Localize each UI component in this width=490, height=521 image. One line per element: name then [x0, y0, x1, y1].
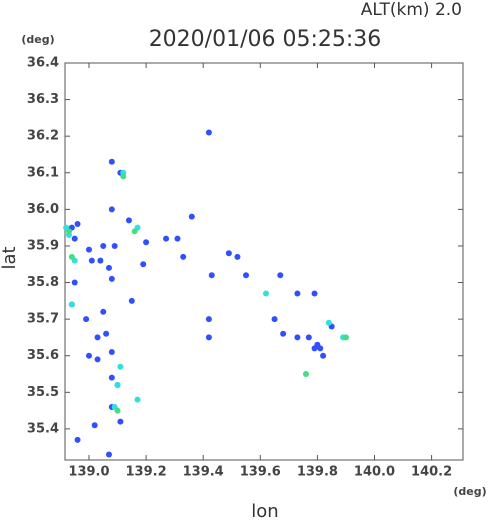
x-axis-label: lon: [251, 501, 278, 521]
x-tick-label: 140.0: [354, 465, 395, 480]
y-axis-label: lat: [0, 246, 20, 269]
echo-point: [125, 217, 132, 224]
echo-point: [342, 334, 349, 341]
echo-point: [120, 173, 127, 180]
y-unit: (deg): [21, 33, 54, 46]
echo-point: [294, 290, 301, 297]
echo-point: [311, 290, 318, 297]
y-tick-label: 35.8: [27, 275, 59, 290]
echo-point: [91, 422, 98, 429]
echo-point: [305, 334, 312, 341]
echo-point: [74, 436, 81, 443]
echo-point: [103, 330, 110, 337]
echo-point: [234, 253, 241, 260]
echo-point: [205, 129, 212, 136]
echo-point: [65, 228, 72, 235]
echo-point: [108, 158, 115, 165]
x-tick-label: 139.0: [68, 465, 109, 480]
echo-point: [271, 316, 278, 323]
echo-point: [68, 301, 75, 308]
echo-point: [140, 261, 147, 268]
echo-point: [83, 316, 90, 323]
echo-point: [108, 275, 115, 282]
plot-frame: [64, 62, 464, 461]
echo-point: [277, 272, 284, 279]
echo-point: [105, 264, 112, 271]
y-tick-label: 36.2: [27, 129, 59, 144]
echo-point: [100, 242, 107, 249]
echo-point: [68, 253, 75, 260]
echo-point: [243, 272, 250, 279]
x-tick-label: 139.8: [297, 465, 338, 480]
echo-point: [94, 356, 101, 363]
echo-point: [205, 316, 212, 323]
echo-point: [117, 363, 124, 370]
echo-point: [100, 308, 107, 315]
echo-point: [74, 220, 81, 227]
echo-point: [134, 396, 141, 403]
echo-point: [71, 279, 78, 286]
echo-point: [205, 334, 212, 341]
echo-point: [143, 239, 150, 246]
echo-point: [85, 246, 92, 253]
y-tick-label: 36.1: [27, 165, 59, 180]
echo-point: [114, 381, 121, 388]
echo-point: [163, 235, 170, 242]
echo-point: [105, 451, 112, 458]
x-tick-label: 139.4: [183, 465, 224, 480]
echo-point: [325, 319, 332, 326]
echo-point: [131, 228, 138, 235]
y-tick-label: 35.9: [27, 238, 59, 253]
y-tick-label: 35.6: [27, 348, 59, 363]
echo-point: [294, 334, 301, 341]
x-unit: (deg): [453, 485, 486, 498]
echo-point: [128, 297, 135, 304]
echo-point: [188, 213, 195, 220]
y-tick-label: 36.0: [27, 202, 59, 217]
echo-point: [108, 206, 115, 213]
y-tick-label: 36.3: [27, 92, 59, 107]
echo-point: [94, 334, 101, 341]
chart-title: 2020/01/06 05:25:36: [149, 27, 382, 52]
y-tick-label: 35.5: [27, 385, 59, 400]
echo-point: [97, 257, 104, 264]
echo-point: [71, 235, 78, 242]
echo-point: [314, 341, 321, 348]
echo-point: [225, 250, 232, 257]
echo-point: [111, 242, 118, 249]
echo-point: [88, 257, 95, 264]
echo-point: [174, 235, 181, 242]
echo-point: [280, 330, 287, 337]
echo-point: [117, 418, 124, 425]
echo-point: [208, 272, 215, 279]
echo-point: [85, 352, 92, 359]
x-tick-label: 140.2: [411, 465, 452, 480]
y-tick-label: 35.7: [27, 312, 59, 327]
echo-point: [320, 352, 327, 359]
echo-point: [108, 349, 115, 356]
echo-point: [302, 371, 309, 378]
y-tick-label: 36.4: [27, 56, 59, 71]
echo-point: [180, 253, 187, 260]
x-tick-label: 139.6: [240, 465, 281, 480]
x-tick-label: 139.2: [126, 465, 167, 480]
altitude-label: ALT(km) 2.0: [361, 0, 462, 20]
echo-point: [114, 407, 121, 414]
echo-point: [108, 374, 115, 381]
y-tick-label: 35.4: [27, 421, 59, 436]
echo-point: [262, 290, 269, 297]
